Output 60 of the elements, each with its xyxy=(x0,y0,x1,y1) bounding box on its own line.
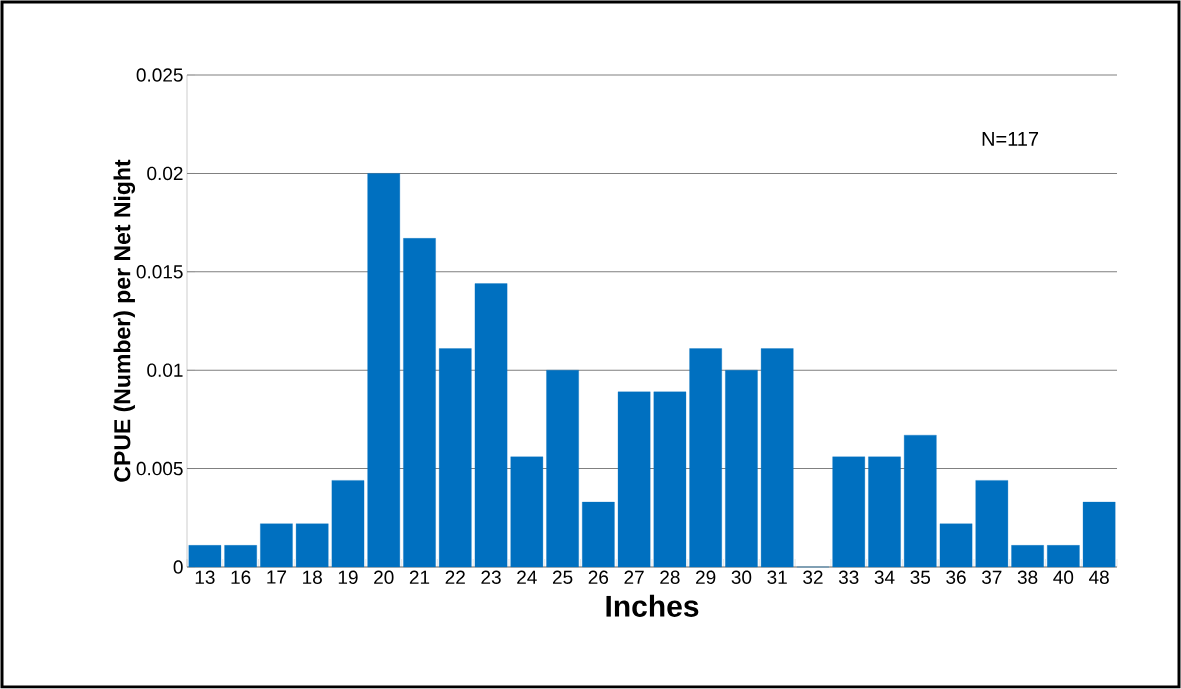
y-tick-label: 0.025 xyxy=(136,68,183,82)
x-tick-label: 35 xyxy=(910,570,931,584)
x-tick-label: 48 xyxy=(1088,570,1109,584)
y-tick-label: 0.015 xyxy=(136,265,183,279)
x-tick-label: 40 xyxy=(1053,570,1074,584)
x-tick-label: 21 xyxy=(409,570,430,584)
x-tick-label: 37 xyxy=(981,570,1002,584)
bar xyxy=(474,283,508,568)
x-tick-label: 27 xyxy=(624,570,644,584)
x-tick-label: 16 xyxy=(231,570,251,584)
bar xyxy=(689,348,722,568)
bar xyxy=(653,391,687,568)
bar xyxy=(367,173,400,568)
bar xyxy=(725,370,758,568)
bar xyxy=(439,348,472,568)
bar xyxy=(939,523,973,568)
annotation: N=117 xyxy=(982,132,1039,146)
x-tick-label: 29 xyxy=(696,570,716,584)
bar xyxy=(510,456,544,568)
x-tick-label: 13 xyxy=(195,570,215,584)
y-tick-label: 0.005 xyxy=(136,461,183,476)
x-tick-label: 19 xyxy=(338,570,358,584)
x-tick-label: 33 xyxy=(838,570,859,584)
bar xyxy=(260,523,293,568)
bar xyxy=(832,456,865,568)
bar xyxy=(546,370,579,568)
y-tick-label: 0.02 xyxy=(147,166,183,181)
x-tick-label: 23 xyxy=(481,570,501,584)
bar xyxy=(760,348,794,568)
bar xyxy=(188,545,222,568)
x-tick-label: 34 xyxy=(874,570,895,584)
bar xyxy=(1011,545,1044,568)
x-tick-label: 38 xyxy=(1017,570,1038,584)
bar xyxy=(1082,501,1116,568)
x-tick-label: 24 xyxy=(517,570,537,584)
x-tick-label: 31 xyxy=(767,570,787,584)
bar xyxy=(1047,545,1080,568)
bar xyxy=(868,456,901,568)
bar xyxy=(904,434,937,568)
bar xyxy=(295,523,329,568)
x-tick-label: 17 xyxy=(267,570,287,584)
y-tick-label: 0.01 xyxy=(147,363,183,377)
x-tick-label: 18 xyxy=(303,570,322,584)
bar xyxy=(582,501,615,568)
x-tick-label: 22 xyxy=(445,570,465,584)
x-tick-label: 36 xyxy=(946,570,966,584)
bar xyxy=(403,238,436,568)
x-axis-title: Inches xyxy=(606,594,699,617)
x-tick-label: 25 xyxy=(552,570,573,584)
x-tick-label: 32 xyxy=(803,570,823,584)
bar xyxy=(975,480,1009,568)
x-tick-label: 26 xyxy=(588,570,609,584)
y-axis-title: CPUE (Number) per Net Night xyxy=(113,159,136,482)
bar xyxy=(617,391,651,568)
bar xyxy=(331,480,365,568)
x-tick-label: 20 xyxy=(374,570,394,584)
bar xyxy=(224,545,257,568)
x-tick-label: 28 xyxy=(660,570,680,584)
y-tick-label: 0 xyxy=(173,560,183,574)
x-tick-label: 30 xyxy=(731,570,752,584)
